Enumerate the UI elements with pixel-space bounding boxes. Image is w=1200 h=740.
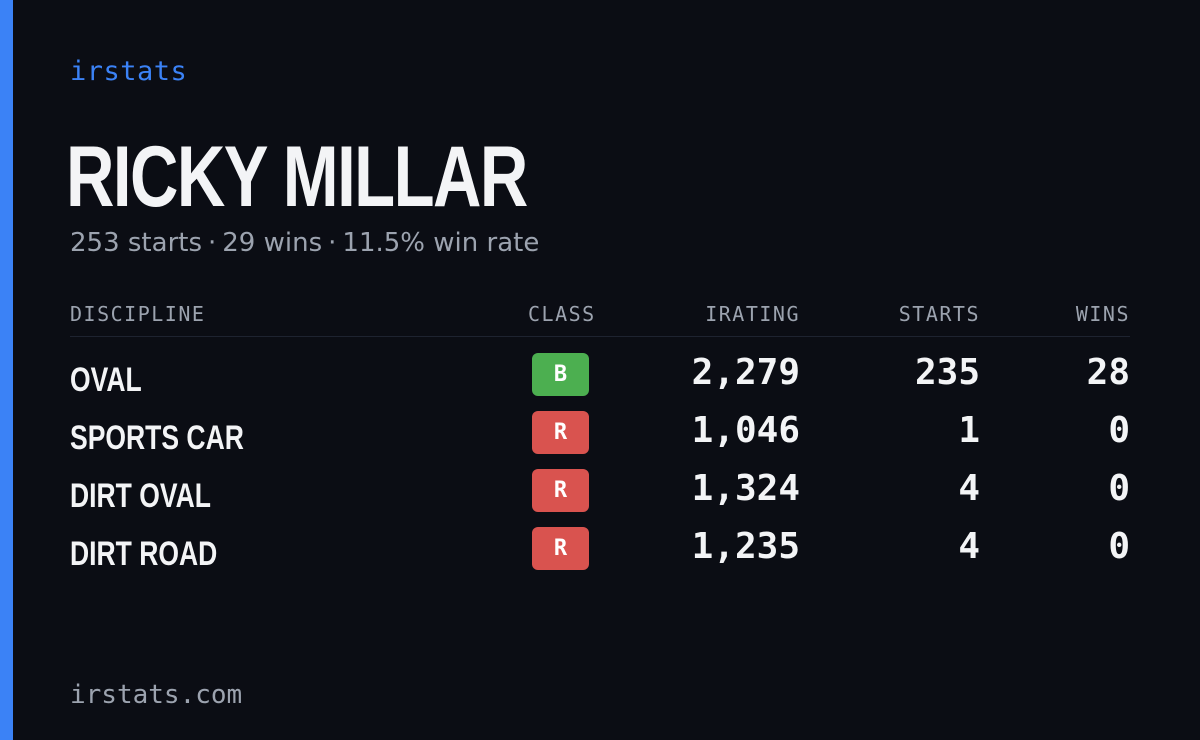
- summary-separator: ·: [208, 228, 216, 258]
- wins-value: 0: [1108, 413, 1130, 449]
- table-body: OVAL B 2,279 235 28 SPORTS CAR R 1,046 1…: [70, 337, 1130, 585]
- table-row: DIRT ROAD R 1,235 4 0: [70, 527, 1130, 585]
- starts-value: 1: [958, 413, 980, 449]
- stats-table: DISCIPLINE CLASS IRATING STARTS WINS OVA…: [70, 296, 1130, 585]
- class-badge: R: [532, 469, 589, 512]
- table-row: SPORTS CAR R 1,046 1 0: [70, 411, 1130, 469]
- discipline-name: OVAL: [70, 363, 142, 397]
- irating-value: 1,235: [692, 529, 800, 565]
- header-class: CLASS: [528, 302, 596, 326]
- irating-value: 1,324: [692, 471, 800, 507]
- driver-name: RICKY MILLAR: [66, 134, 527, 220]
- summary-win-rate: 11.5% win rate: [342, 228, 539, 258]
- header-wins: WINS: [1076, 302, 1130, 326]
- summary-separator: ·: [328, 228, 336, 258]
- discipline-name: DIRT OVAL: [70, 479, 211, 513]
- header-discipline: DISCIPLINE: [70, 302, 205, 326]
- table-header: DISCIPLINE CLASS IRATING STARTS WINS: [70, 296, 1130, 337]
- starts-value: 4: [958, 471, 980, 507]
- discipline-name: SPORTS CAR: [70, 421, 244, 455]
- irating-value: 1,046: [692, 413, 800, 449]
- accent-bar: [0, 0, 13, 740]
- footer-domain: irstats.com: [70, 680, 242, 710]
- driver-summary: 253 starts · 29 wins · 11.5% win rate: [70, 228, 539, 258]
- header-starts: STARTS: [899, 302, 980, 326]
- summary-wins: 29 wins: [222, 228, 322, 258]
- wins-value: 28: [1087, 355, 1130, 391]
- class-badge: B: [532, 353, 589, 396]
- discipline-name: DIRT ROAD: [70, 537, 217, 571]
- brand-logo: irstats: [70, 56, 187, 87]
- table-row: OVAL B 2,279 235 28: [70, 353, 1130, 411]
- header-irating: IRATING: [705, 302, 800, 326]
- table-row: DIRT OVAL R 1,324 4 0: [70, 469, 1130, 527]
- wins-value: 0: [1108, 471, 1130, 507]
- starts-value: 4: [958, 529, 980, 565]
- class-badge: R: [532, 411, 589, 454]
- irating-value: 2,279: [692, 355, 800, 391]
- starts-value: 235: [915, 355, 980, 391]
- summary-starts: 253 starts: [70, 228, 202, 258]
- class-badge: R: [532, 527, 589, 570]
- wins-value: 0: [1108, 529, 1130, 565]
